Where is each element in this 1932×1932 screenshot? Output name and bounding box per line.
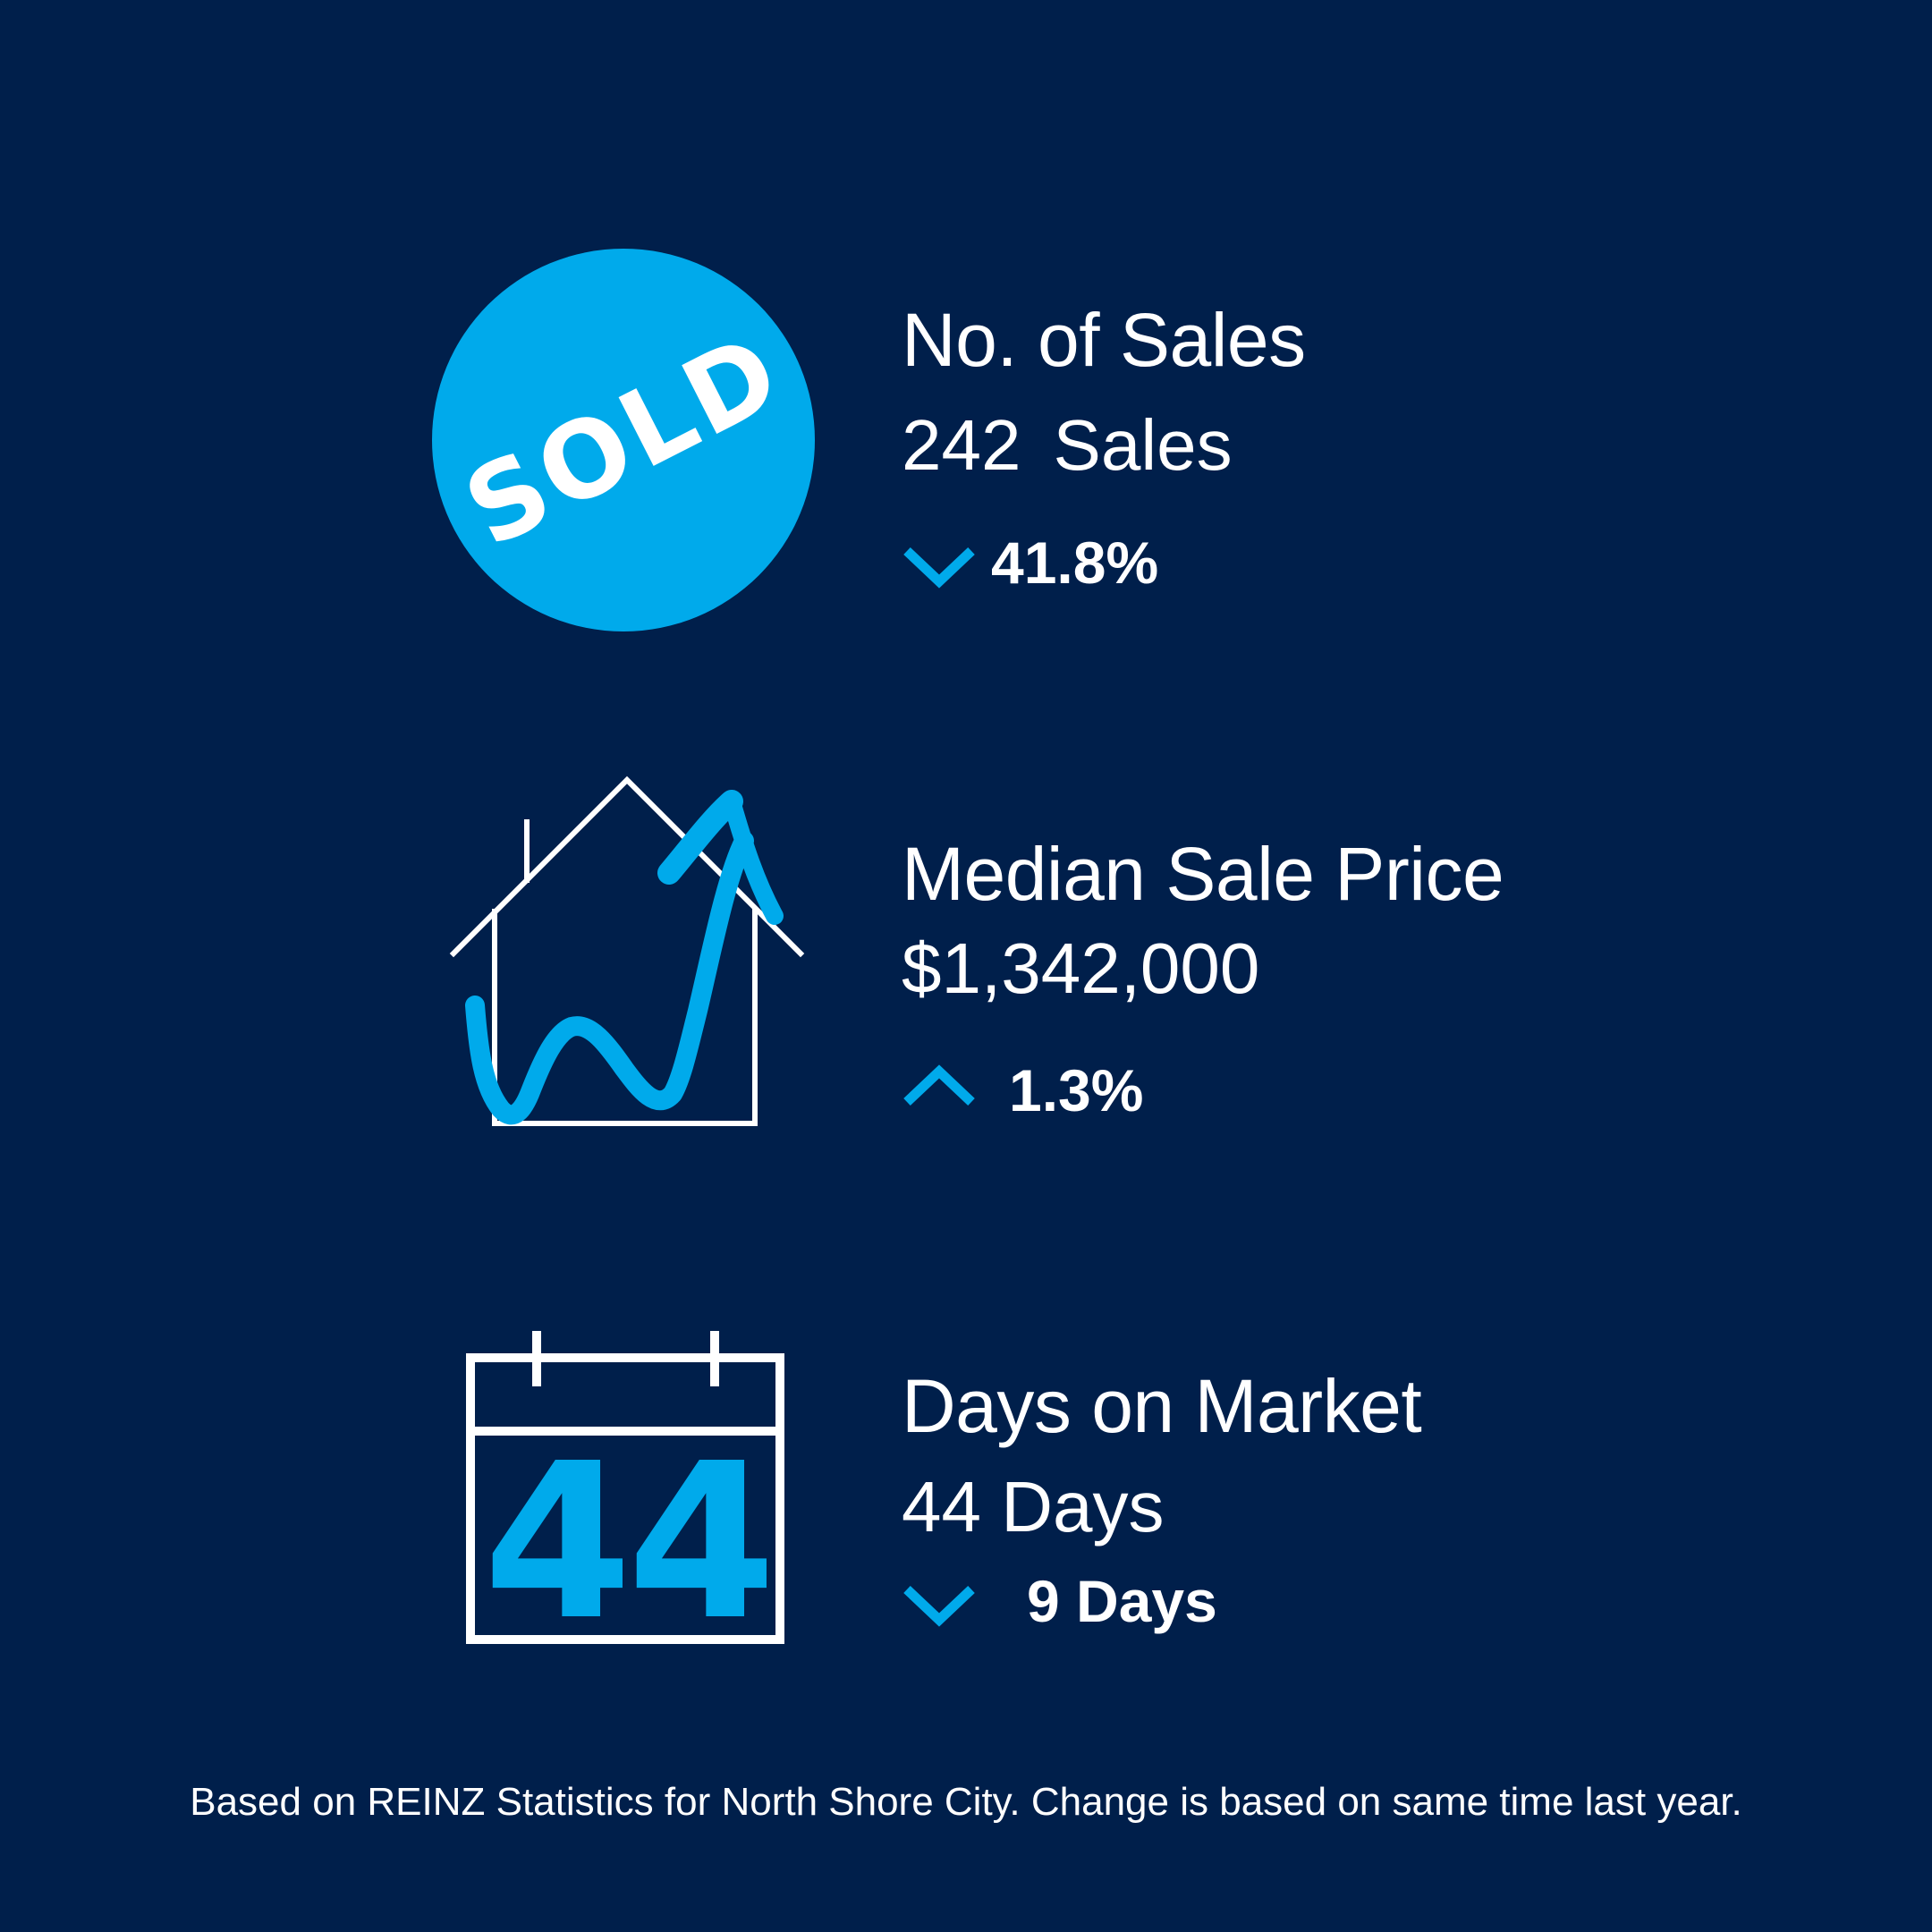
stat-label: No. of Sales <box>902 298 1306 382</box>
stat-change: 9 Days <box>902 1572 1217 1631</box>
stat-change-value: 1.3% <box>1009 1057 1144 1123</box>
stat-label: Median Sale Price <box>902 832 1504 916</box>
sold-badge-circle <box>432 249 815 631</box>
stat-label: Days on Market <box>902 1364 1422 1448</box>
stat-change-value: 41.8% <box>991 530 1159 596</box>
stat-change: 41.8% <box>902 533 1158 592</box>
stat-value-number: 44 Days <box>902 1467 1165 1546</box>
stat-value-number: 242 <box>902 405 1021 485</box>
sold-badge-text: SOLD <box>446 309 801 572</box>
stat-value-unit: Sales <box>1053 405 1233 485</box>
calendar-number: 44 <box>483 1417 771 1667</box>
stat-value-number: $1,342,000 <box>902 928 1260 1008</box>
stat-value: 44 Days <box>902 1471 1164 1543</box>
chevron-down-icon <box>903 1586 975 1627</box>
stat-change-value: 9 Days <box>1027 1568 1217 1634</box>
chevron-down-icon <box>903 547 975 589</box>
stat-change: 1.3% <box>902 1061 1143 1120</box>
calendar-frame <box>466 1353 784 1644</box>
stat-value: $1,342,000 <box>902 933 1259 1004</box>
stat-value: 242 Sales <box>902 410 1233 481</box>
chevron-up-icon <box>903 1064 975 1106</box>
house-outline <box>449 775 805 1126</box>
rising-trend-line <box>465 790 784 1125</box>
footer-note: Based on REINZ Statistics for North Shor… <box>190 1780 1742 1824</box>
